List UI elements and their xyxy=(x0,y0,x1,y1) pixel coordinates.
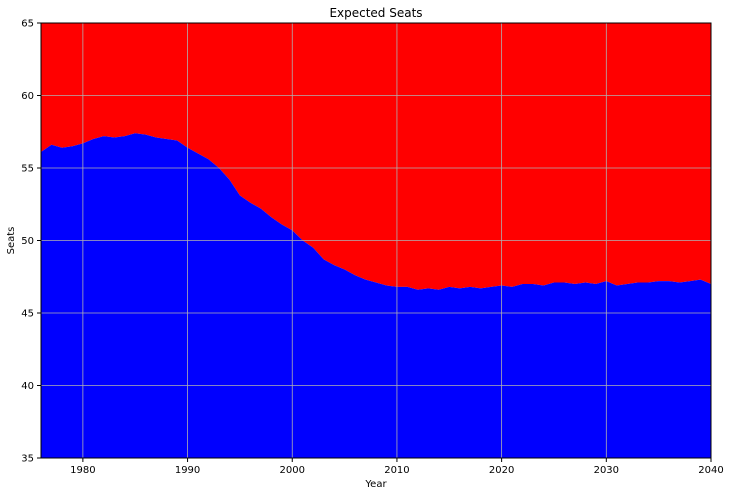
chart-title: Expected Seats xyxy=(329,6,422,20)
y-tick-label: 40 xyxy=(21,381,34,392)
y-axis-ticks: 35 40 45 50 55 60 65 xyxy=(21,19,41,465)
upper-area-series xyxy=(41,23,711,290)
x-tick-label: 1980 xyxy=(70,465,95,476)
y-tick-label: 35 xyxy=(21,454,34,465)
x-tick-label: 1990 xyxy=(175,465,200,476)
x-tick-label: 2030 xyxy=(594,465,619,476)
x-tick-label: 2040 xyxy=(698,465,723,476)
y-tick-label: 45 xyxy=(21,309,34,320)
y-tick-label: 50 xyxy=(21,236,34,247)
y-tick-label: 60 xyxy=(21,91,34,102)
y-tick-label: 55 xyxy=(21,164,34,175)
x-tick-label: 2010 xyxy=(384,465,409,476)
x-axis-label: Year xyxy=(364,479,387,490)
y-axis-label: Seats xyxy=(6,227,17,255)
x-tick-label: 2000 xyxy=(280,465,305,476)
x-axis-ticks: 1980 1990 2000 2010 2020 2030 2040 xyxy=(70,458,724,476)
x-tick-label: 2020 xyxy=(489,465,514,476)
y-tick-label: 65 xyxy=(21,19,34,30)
plot-area xyxy=(41,23,711,458)
lower-area-series xyxy=(41,133,711,458)
